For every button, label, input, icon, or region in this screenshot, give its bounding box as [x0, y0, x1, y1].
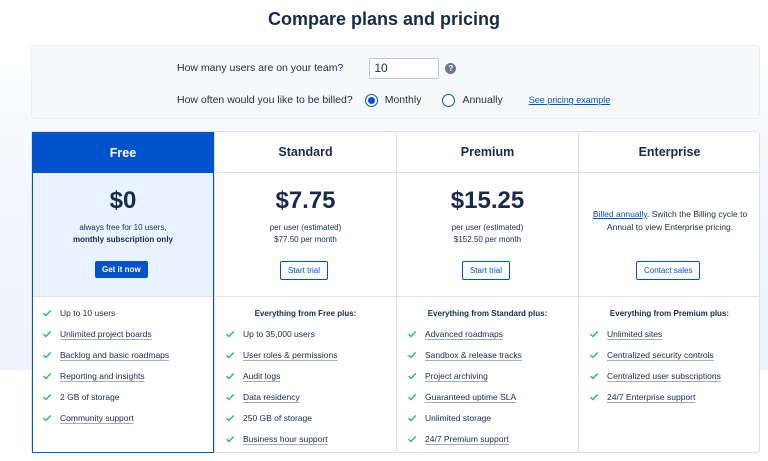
monthly-label[interactable]: Monthly [384, 94, 422, 106]
plan-price: $0 [109, 187, 137, 214]
price-subnote: $152.50 per month [453, 235, 522, 244]
check-icon [226, 394, 235, 401]
feature-item: 2 GB of storage [42, 392, 120, 402]
check-icon [408, 415, 417, 422]
features-header: Everything from Standard plus: [427, 309, 548, 318]
billing-monthly-option[interactable]: Monthly [364, 93, 422, 107]
price-box: $15.25 per user (estimated) $152.50 per … [397, 173, 578, 297]
check-icon [43, 352, 52, 359]
check-icon [226, 352, 235, 359]
annually-label[interactable]: Annually [462, 94, 503, 106]
check-icon [408, 331, 417, 338]
monthly-radio[interactable] [364, 93, 378, 107]
billing-annually-option[interactable]: Annually [442, 93, 503, 107]
feature-item: Up to 35,000 users [225, 329, 315, 339]
plan-name: Enterprise [579, 132, 760, 173]
users-input[interactable]: 10 [369, 57, 440, 79]
feature-item: Project archiving [407, 371, 488, 381]
price-box: Billed annually. Switch the Billing cycl… [579, 173, 760, 297]
feature-item: Centralized security controls [589, 350, 714, 360]
check-icon [590, 394, 599, 401]
plans-table: Free $0 always free for 10 users, monthl… [31, 131, 760, 453]
feature-item: Unlimited sites [589, 329, 662, 339]
see-pricing-example-link[interactable]: See pricing example [528, 95, 611, 105]
pricing-controls: How many users are on your team? 10 ? Ho… [31, 45, 760, 119]
check-icon [43, 394, 52, 401]
feature-item: 24/7 Premium support [407, 434, 509, 444]
check-icon [590, 373, 599, 380]
question-circle-icon[interactable]: ? [445, 62, 457, 74]
feature-item: Advanced roadmaps [407, 329, 503, 339]
feature-item: Business hour support [225, 434, 328, 444]
price-box: $7.75 per user (estimated) $77.50 per mo… [215, 173, 396, 297]
billing-question: How often would you like to be billed? [177, 94, 353, 106]
start-trial-button[interactable]: Start trial [280, 261, 329, 280]
feature-item: Guaranteed uptime SLA [407, 392, 516, 402]
check-icon [590, 352, 599, 359]
plan-free: Free $0 always free for 10 users, monthl… [32, 132, 214, 453]
price-box: $0 always free for 10 users, monthly sub… [32, 173, 214, 297]
feature-item: 24/7 Enterprise support [589, 392, 695, 402]
get-it-now-button[interactable]: Get it now [95, 261, 148, 278]
enterprise-note: Billed annually. Switch the Billing cycl… [589, 208, 751, 234]
plan-premium: Premium $15.25 per user (estimated) $152… [396, 132, 578, 452]
plan-name: Premium [397, 132, 578, 173]
check-icon [590, 331, 599, 338]
check-icon [226, 436, 235, 443]
plan-standard: Standard $7.75 per user (estimated) $77.… [214, 132, 396, 452]
plan-name: Free [32, 132, 214, 173]
contact-sales-button[interactable]: Contact sales [636, 261, 701, 280]
feature-item: Unlimited storage [407, 413, 491, 423]
feature-item: Backlog and basic roadmaps [42, 350, 169, 360]
users-question: How many users are on your team? [177, 62, 344, 74]
check-icon [43, 373, 52, 380]
check-icon [408, 352, 417, 359]
feature-item: Community support [42, 413, 134, 423]
billed-annually-link[interactable]: Billed annually [592, 209, 648, 219]
plan-enterprise: Enterprise Billed annually. Switch the B… [578, 132, 760, 452]
check-icon [43, 415, 52, 422]
check-icon [226, 373, 235, 380]
billing-row: How often would you like to be billed? M… [177, 91, 610, 109]
price-subnote: monthly subscription only [72, 235, 173, 244]
plan-price: $15.25 [450, 187, 525, 214]
feature-item: Up to 10 users [42, 308, 115, 318]
plan-price: $7.75 [275, 187, 336, 214]
page-title: Compare plans and pricing [267, 9, 501, 29]
check-icon [408, 394, 417, 401]
price-note: always free for 10 users, [79, 223, 167, 232]
feature-item: Sandbox & release tracks [407, 350, 522, 360]
price-note: per user (estimated) [269, 223, 342, 232]
price-note: per user (estimated) [451, 223, 524, 232]
feature-item: Reporting and insights [42, 371, 145, 381]
check-icon [43, 310, 52, 317]
check-icon [226, 331, 235, 338]
check-icon [408, 436, 417, 443]
feature-item: Centralized user subscriptions [589, 371, 721, 381]
users-row: How many users are on your team? 10 ? [177, 57, 457, 79]
check-icon [226, 415, 235, 422]
feature-item: Audit logs [225, 371, 280, 381]
feature-item: 250 GB of storage [225, 413, 312, 423]
features-header: Everything from Premium plus: [609, 309, 730, 318]
plan-name: Standard [215, 132, 396, 173]
annually-radio[interactable] [442, 93, 456, 107]
enterprise-note-text: . Switch the Billing cycle to Annual to … [606, 209, 748, 232]
check-icon [43, 331, 52, 338]
feature-item: Unlimited project boards [42, 329, 152, 339]
start-trial-button[interactable]: Start trial [462, 261, 511, 280]
features-header: Everything from Free plus: [254, 309, 357, 318]
feature-item: Data residency [225, 392, 300, 402]
check-icon [408, 373, 417, 380]
feature-item: User roles & permissions [225, 350, 337, 360]
price-subnote: $77.50 per month [274, 235, 337, 244]
